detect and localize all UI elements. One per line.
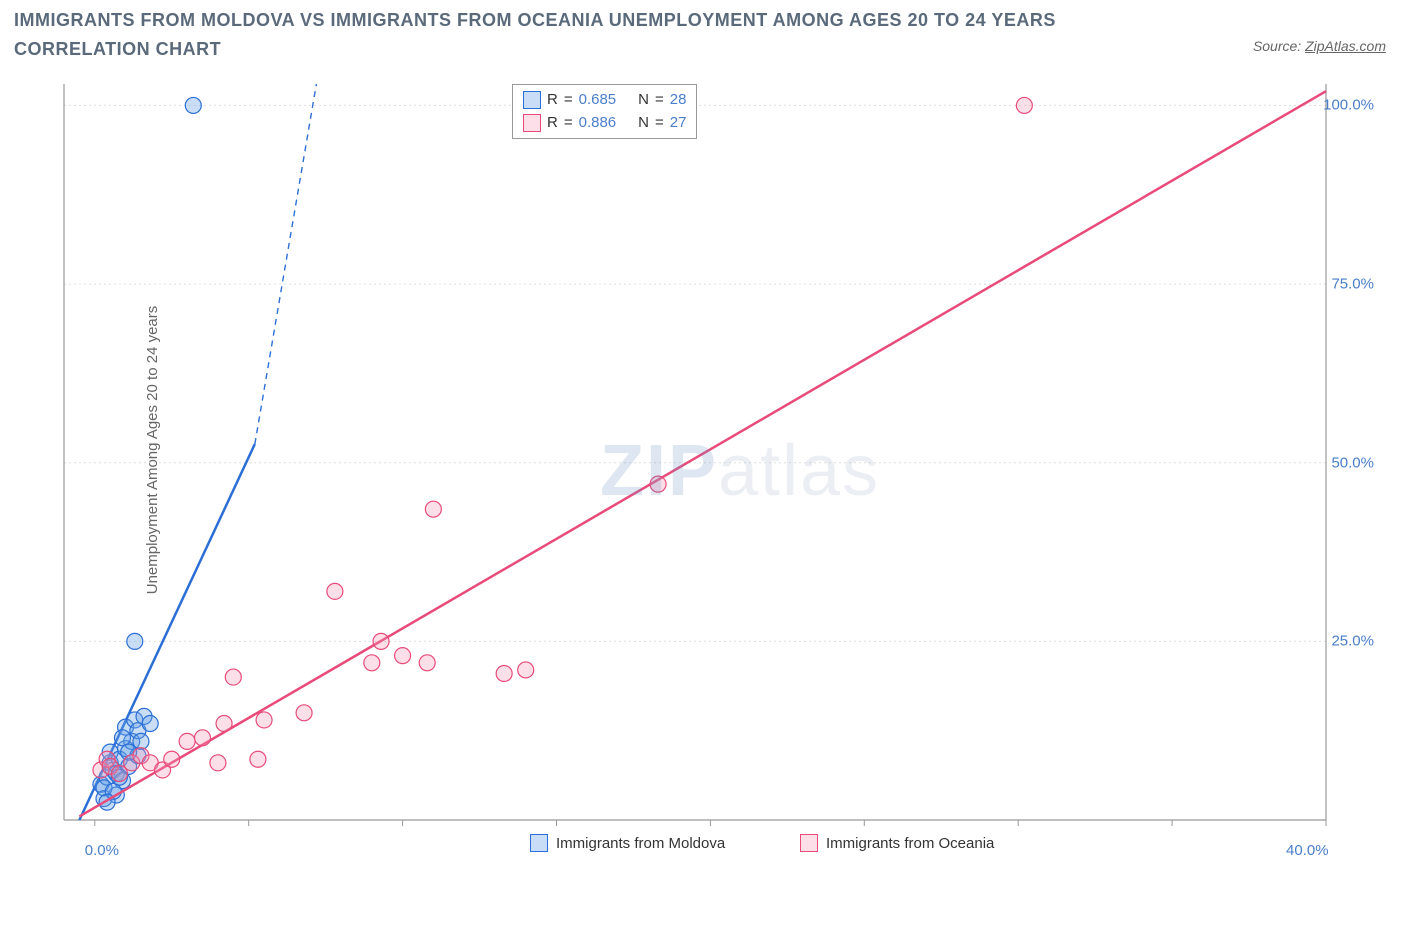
bottom-legend-moldova: Immigrants from Moldova <box>530 832 725 854</box>
y-tick-label: 100.0% <box>1323 97 1374 114</box>
legend-n-value: 27 <box>670 112 687 135</box>
chart-svg <box>60 80 1386 860</box>
legend-swatch <box>800 834 818 852</box>
chart-container: IMMIGRANTS FROM MOLDOVA VS IMMIGRANTS FR… <box>0 0 1406 930</box>
legend-r-value: 0.886 <box>579 112 617 135</box>
legend-eq: = <box>564 112 573 135</box>
legend-eq: = <box>655 89 664 112</box>
y-tick-label: 25.0% <box>1331 633 1374 650</box>
x-tick-label: 40.0% <box>1286 842 1329 859</box>
source-attribution: Source: ZipAtlas.com <box>1253 38 1386 54</box>
y-tick-label: 50.0% <box>1331 454 1374 471</box>
legend-eq: = <box>564 89 573 112</box>
legend-n-label: N <box>638 89 649 112</box>
series-label: Immigrants from Oceania <box>826 835 994 852</box>
legend-n-value: 28 <box>670 89 687 112</box>
legend-r-label: R <box>547 89 558 112</box>
correlation-legend: R = 0.685 N = 28 R = 0.886 N = 27 <box>512 84 697 139</box>
legend-r-value: 0.685 <box>579 89 617 112</box>
series-label: Immigrants from Moldova <box>556 835 725 852</box>
y-tick-label: 75.0% <box>1331 276 1374 293</box>
source-link[interactable]: ZipAtlas.com <box>1305 38 1386 54</box>
x-tick-label: 0.0% <box>85 842 119 859</box>
legend-swatch <box>523 91 541 109</box>
legend-eq: = <box>655 112 664 135</box>
legend-swatch <box>530 834 548 852</box>
plot-area: ZIPatlas R=0.685N=28R=0.886N=27 Immigran… <box>60 80 1386 860</box>
legend-row-oceania: R = 0.886 N = 27 <box>523 112 686 135</box>
source-prefix: Source: <box>1253 38 1305 54</box>
chart-title: IMMIGRANTS FROM MOLDOVA VS IMMIGRANTS FR… <box>14 6 1124 64</box>
legend-n-label: N <box>638 112 649 135</box>
legend-swatch <box>523 114 541 132</box>
legend-row-moldova: R = 0.685 N = 28 <box>523 89 686 112</box>
legend-r-label: R <box>547 112 558 135</box>
bottom-legend-oceania: Immigrants from Oceania <box>800 832 994 854</box>
